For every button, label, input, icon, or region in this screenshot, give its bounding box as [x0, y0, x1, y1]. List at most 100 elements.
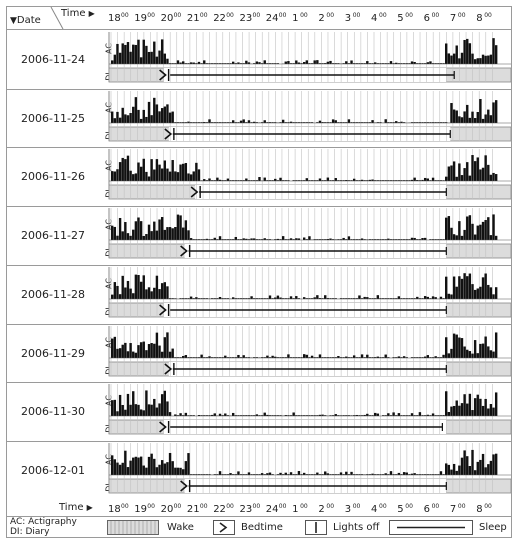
activity-bar	[234, 415, 238, 417]
time-tick-label: 4	[371, 504, 377, 515]
time-footer: Time ▶	[59, 502, 93, 513]
activity-bar	[413, 297, 416, 299]
activity-bar	[258, 239, 261, 241]
activity-bar	[276, 180, 280, 182]
activity-bar	[302, 121, 306, 123]
activity-bar	[174, 298, 177, 299]
activity-bar	[384, 239, 387, 241]
activity-bar	[413, 238, 416, 241]
activity-bar	[242, 297, 245, 299]
header-separator	[7, 29, 511, 30]
activity-bar	[358, 180, 361, 182]
activity-bar	[126, 466, 130, 475]
activity-bar	[479, 286, 482, 299]
activity-bar	[487, 345, 490, 358]
activity-bar	[484, 273, 487, 299]
activity-bar	[126, 114, 130, 123]
activity-bar	[487, 109, 490, 123]
activity-bar	[381, 63, 385, 64]
activity-bar	[245, 415, 248, 417]
activity-bar	[473, 59, 477, 64]
activity-bar	[397, 239, 401, 241]
activity-bar	[187, 230, 190, 241]
activity-bar	[376, 239, 380, 241]
activity-bar	[216, 239, 219, 241]
activity-bar	[452, 234, 456, 241]
activity-bar	[447, 352, 451, 358]
activity-bar	[150, 404, 153, 417]
activity-bar	[429, 121, 432, 123]
activity-bar	[231, 180, 235, 182]
activity-bar	[234, 297, 238, 299]
activity-bar	[466, 216, 469, 241]
activity-bar	[118, 162, 122, 182]
activity-bar	[368, 63, 372, 64]
activity-bar	[342, 297, 345, 299]
activity-bar	[484, 55, 487, 64]
row-separator	[7, 264, 511, 266]
activity-bar	[287, 180, 290, 182]
activity-bar	[476, 225, 479, 241]
activity-bar	[421, 356, 424, 358]
activity-bar	[418, 63, 422, 64]
activity-bar	[271, 63, 274, 64]
activity-bar	[310, 63, 314, 64]
date-header[interactable]: ▼Date	[10, 15, 41, 26]
activity-bar	[189, 174, 193, 182]
activity-bar	[392, 356, 395, 358]
activity-bar	[116, 43, 119, 64]
activity-bar	[429, 474, 432, 475]
activity-bar	[487, 165, 490, 182]
activity-bar	[234, 237, 238, 241]
activity-bar	[423, 63, 427, 64]
activity-bar	[318, 415, 322, 417]
time-tick-label: 2	[318, 504, 324, 515]
activity-bar	[431, 413, 435, 417]
activity-bar	[160, 282, 164, 299]
activity-bar	[229, 356, 232, 358]
activity-bar	[416, 63, 419, 64]
activity-bar	[176, 60, 180, 64]
bedtime-marker	[180, 480, 188, 492]
activity-bar	[316, 472, 319, 475]
legend-ac-text: AC: Actigraphy	[10, 517, 77, 527]
activity-bar	[229, 180, 232, 182]
activity-bar	[455, 400, 458, 417]
activity-bar	[160, 394, 164, 417]
activity-bar	[245, 356, 248, 358]
activity-bar	[487, 408, 490, 417]
activity-bar	[305, 178, 309, 182]
activity-bar	[410, 297, 414, 299]
activity-bar	[137, 109, 140, 123]
activity-bar	[492, 38, 495, 64]
activity-bar	[205, 474, 209, 475]
activity-bar	[450, 165, 453, 182]
activity-bar	[247, 297, 251, 299]
activity-bar	[350, 471, 353, 475]
time-tick-minutes: 00	[484, 503, 492, 510]
activity-bar	[184, 63, 188, 64]
activity-bar	[255, 356, 259, 358]
activity-bar	[287, 121, 290, 123]
activity-bar	[376, 121, 380, 123]
activity-bar	[234, 356, 238, 358]
activity-bar	[331, 119, 335, 123]
activity-bar	[421, 63, 424, 64]
activity-bar	[423, 178, 427, 182]
activity-bar	[310, 415, 314, 417]
activity-bar	[168, 297, 172, 299]
activity-bar	[284, 239, 287, 241]
activity-bar	[239, 180, 243, 182]
activity-bar	[450, 469, 453, 475]
activity-bar	[384, 63, 387, 64]
time-tick-minutes: 00	[326, 12, 334, 19]
activity-bar	[268, 472, 272, 475]
activity-bar	[408, 415, 411, 417]
activity-bar	[166, 286, 169, 299]
activity-bar	[452, 276, 456, 299]
activity-bar	[374, 239, 377, 241]
activity-bar	[229, 121, 232, 123]
activity-bar	[168, 351, 172, 358]
activity-bar	[111, 400, 114, 417]
activity-bar	[334, 297, 337, 299]
